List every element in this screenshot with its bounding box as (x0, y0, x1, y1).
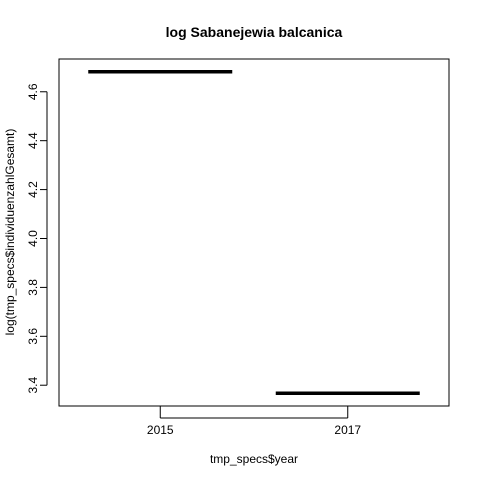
y-tick-label: 4.2 (26, 181, 40, 198)
x-tick-label: 2017 (334, 423, 361, 437)
y-tick-label: 3.8 (26, 279, 40, 296)
chart-title: log Sabanejewia balcanica (166, 24, 343, 40)
y-axis: 3.4 3.6 3.8 4.0 4.2 4.4 4.6 (26, 83, 48, 394)
x-axis: 2015 2017 (147, 406, 361, 437)
y-tick-label: 4.0 (26, 230, 40, 247)
median-lines (88, 69, 420, 396)
y-tick-label: 4.6 (26, 83, 40, 100)
x-axis-label: tmp_specs$year (210, 452, 298, 466)
y-axis-label: log(tmp_specs$individuenzahlGesamt) (3, 129, 17, 336)
y-tick-label: 3.4 (26, 377, 40, 394)
plot-frame (58, 58, 450, 407)
y-tick-label: 3.6 (26, 328, 40, 345)
y-tick-label: 4.4 (26, 132, 40, 149)
x-tick-label: 2015 (147, 423, 174, 437)
